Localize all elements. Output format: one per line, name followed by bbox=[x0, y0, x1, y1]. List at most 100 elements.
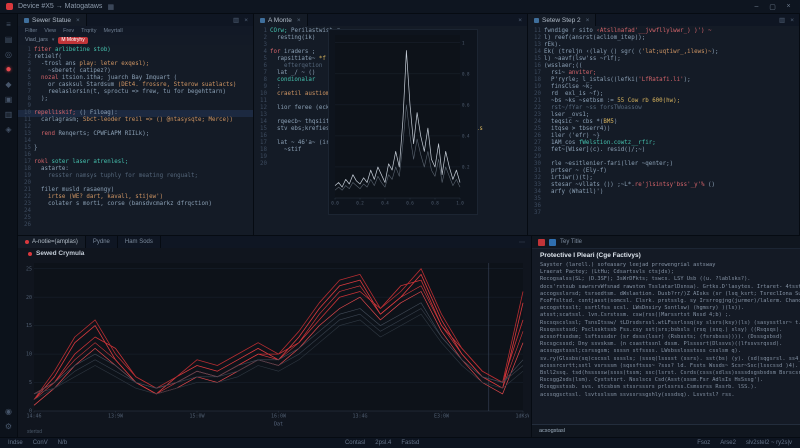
chart-tab-0[interactable]: A-notie=(amplas) bbox=[18, 236, 86, 248]
breadcrumb[interactable]: Viad_jars bbox=[25, 37, 48, 43]
code-line[interactable]: 29 bbox=[528, 154, 799, 161]
code-line[interactable]: 2 retielf( bbox=[18, 54, 253, 61]
layout-grid-icon[interactable]: ▦ bbox=[107, 3, 115, 11]
minimize-icon[interactable]: – bbox=[754, 3, 759, 10]
code-line[interactable]: 7 reelaslorsin(t, sproctu => frew, tu fo… bbox=[18, 89, 253, 96]
code-line[interactable]: 11 carlagrasm; Sbct-leoder treil => () @… bbox=[18, 117, 253, 124]
account-icon[interactable]: ◉ bbox=[5, 407, 12, 416]
code-line[interactable]: 15} bbox=[18, 145, 253, 152]
code-line[interactable]: 14 bbox=[18, 138, 253, 145]
plugin-icon[interactable] bbox=[549, 238, 556, 246]
code-line[interactable]: 17 rsi~ anviter; bbox=[528, 70, 799, 77]
code-line[interactable]: 25 itqse > tbserr4)) bbox=[528, 126, 799, 133]
code-line[interactable]: 13 bbox=[254, 112, 527, 119]
menu-item[interactable]: Filter bbox=[25, 27, 38, 34]
code-line[interactable]: 19 bbox=[254, 154, 527, 161]
code-line[interactable]: 1 fiter arlibetine stob) bbox=[18, 47, 253, 54]
status-item[interactable]: slv2stel2 ~ ry2s|v bbox=[745, 440, 793, 446]
code-line[interactable]: 23 lser _ovs1; bbox=[528, 112, 799, 119]
status-item[interactable]: N/b bbox=[57, 440, 68, 446]
chart-tab-2[interactable]: Ham Sods bbox=[118, 236, 161, 248]
chevron-down-icon[interactable]: ▾ bbox=[51, 37, 55, 43]
code-line[interactable]: 22 irtse (WE? dart, kavall, stijew') bbox=[18, 194, 253, 201]
code-line[interactable]: 12 bbox=[18, 124, 253, 131]
close-panel-icon[interactable]: × bbox=[790, 16, 794, 24]
menu-item[interactable]: View bbox=[44, 27, 57, 34]
code-line[interactable]: 10 repelliskif; () Filoag): bbox=[18, 110, 253, 117]
code-line[interactable]: 19 resster namsys tuphly for meating ren… bbox=[18, 173, 253, 180]
status-item[interactable]: Fastsd bbox=[401, 440, 420, 446]
search-icon[interactable]: ◎ bbox=[5, 50, 12, 59]
status-item[interactable]: Fsoz bbox=[697, 440, 711, 446]
code-line[interactable]: 8 ); bbox=[18, 96, 253, 103]
close-tab-icon[interactable]: × bbox=[296, 16, 301, 24]
code-line[interactable]: 24 teqsic ~ cbs *(BM5) bbox=[528, 119, 799, 126]
code-line[interactable]: 15 l) ~aavf(lsw'ss ~rlf); bbox=[528, 56, 799, 63]
console-input[interactable]: acsogstasl swrlsttTfartW bbox=[532, 424, 800, 437]
code-line[interactable]: 11 fwndige r sito ‹Atsllnafad'__jvwfllylw… bbox=[528, 28, 799, 35]
close-panel-icon[interactable]: × bbox=[244, 16, 248, 24]
status-item[interactable]: Contasl bbox=[344, 440, 366, 446]
menu-item[interactable]: Frev bbox=[63, 27, 75, 34]
code-line[interactable]: 20 rd exl_is ~f); bbox=[528, 91, 799, 98]
code-line[interactable]: 16 bbox=[18, 152, 253, 159]
close-panel-icon[interactable]: × bbox=[518, 16, 522, 24]
code-line[interactable]: 35 bbox=[528, 196, 799, 203]
terminal-icon[interactable]: ◈ bbox=[5, 125, 12, 134]
menu-item[interactable]: Trqrity bbox=[81, 27, 97, 34]
tab-a-monte[interactable]: A Monte × bbox=[254, 14, 308, 26]
code-line[interactable]: 37 bbox=[528, 210, 799, 217]
code-line[interactable]: 27 1AM_cos fWelstion.cowtz__rfir; bbox=[528, 140, 799, 147]
code-area[interactable]: 1 fiter arlibetine stob) 2 retielf(3 -trosl… bbox=[18, 45, 253, 235]
code-line[interactable]: 14 Ek( (treljn ‹(laly () sgr( ('lat;uqtiw… bbox=[528, 49, 799, 56]
code-line[interactable]: 33 stesar ~vllats ()) ;~L*.re'jlsintsy'b… bbox=[528, 182, 799, 189]
code-line[interactable]: 13 rEk). bbox=[528, 42, 799, 49]
code-line[interactable]: 26 iler ('efr) ~} bbox=[528, 133, 799, 140]
code-line[interactable]: 8 condionalar bbox=[254, 77, 527, 84]
close-icon[interactable]: × bbox=[786, 3, 791, 10]
code-line[interactable]: 18 ~stif bbox=[254, 147, 527, 154]
status-item[interactable]: Arse2 bbox=[720, 440, 736, 446]
tab-sewer-statue[interactable]: Sewer Statue × bbox=[18, 14, 87, 26]
tab-setew-step-2[interactable]: Setew Step 2 × bbox=[528, 14, 597, 26]
code-line[interactable]: 34 arfy (Whatil)') bbox=[528, 189, 799, 196]
status-item[interactable]: Indse bbox=[8, 440, 23, 446]
maximize-icon[interactable]: ▢ bbox=[769, 3, 776, 11]
split-editor-icon[interactable]: ▥ bbox=[233, 17, 240, 24]
code-line[interactable]: 36 bbox=[528, 203, 799, 210]
inline-line-plot[interactable]: 0.2 0.4 0.6 0.8 1 0.0 0.2 0.4 0.6 0.8 1.0 bbox=[329, 30, 475, 212]
code-line[interactable]: 18 P'ryrle; l_istals((lefki('LfRatafi.li… bbox=[528, 77, 799, 84]
time-series-chart[interactable]: 0 5 10 15 20 25 14:46 13:9W 15:0W 16:0W 13:4G E3:0W… bbox=[18, 259, 529, 427]
debug-icon[interactable]: ▣ bbox=[4, 95, 13, 104]
extensions-icon[interactable]: ▥ bbox=[4, 110, 13, 119]
code-line[interactable]: 17 rokl soter laser atrenlesl; bbox=[18, 159, 253, 166]
code-area[interactable]: 11 fwndige r sito ‹Atsllnafad'__jvwfllylw… bbox=[528, 26, 799, 235]
code-line[interactable]: 18 astarte: bbox=[18, 166, 253, 173]
menu-icon[interactable]: ≡ bbox=[6, 20, 11, 29]
chart-tab-actions[interactable]: ⋯ bbox=[519, 239, 525, 246]
code-line[interactable]: 21 ~bs ~ks ~setbsm := 55 Cow rb 600(hw); bbox=[528, 98, 799, 105]
code-line[interactable]: 4 ~sberet( catipez?) bbox=[18, 68, 253, 75]
code-line[interactable]: 22 rst~/fYar ~ss forsTWoassow bbox=[528, 105, 799, 112]
close-tab-icon[interactable]: × bbox=[585, 16, 590, 24]
code-line[interactable]: 9 bbox=[18, 103, 253, 110]
beaker-icon[interactable] bbox=[538, 238, 545, 246]
code-line[interactable]: 12 l) reef(ansrst(acliom_itep)); bbox=[528, 35, 799, 42]
chart-tab-1[interactable]: Pydne bbox=[86, 236, 118, 248]
code-line[interactable]: 3 bbox=[254, 42, 527, 49]
explorer-icon[interactable]: ▤ bbox=[4, 35, 13, 44]
code-line[interactable]: 5 rapsitiate~ *f bbox=[254, 56, 527, 63]
code-line[interactable]: 31 prtser ~ (Ely-f) bbox=[528, 168, 799, 175]
split-editor-icon[interactable]: ▥ bbox=[779, 17, 786, 24]
code-line[interactable]: 32 irtiwr()(t); bbox=[528, 175, 799, 182]
code-line[interactable]: 30 rle ~esitlenier-fari(ller ~qenter;) bbox=[528, 161, 799, 168]
code-line[interactable]: 2 resting(ik) bbox=[254, 35, 527, 42]
settings-icon[interactable]: ⚙ bbox=[4, 422, 13, 431]
code-line[interactable]: 5 nozal itsion.itha; juarch Bay Imquart … bbox=[18, 75, 253, 82]
menu-item[interactable]: Meyrtall bbox=[103, 27, 123, 34]
code-line[interactable]: 6 efterqetion bbox=[254, 63, 527, 70]
record-icon[interactable]: ● bbox=[5, 64, 12, 75]
code-line[interactable]: 19 finsClse ~k; bbox=[528, 84, 799, 91]
code-line[interactable]: 16 bbox=[254, 133, 527, 140]
code-line[interactable]: 28 fet~[Wiser](c). resid()/;~) bbox=[528, 147, 799, 154]
